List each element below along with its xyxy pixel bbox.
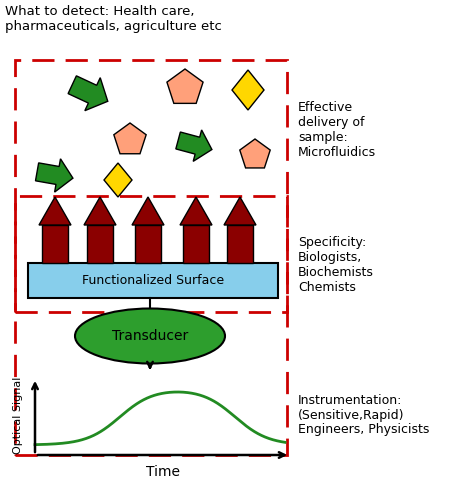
Bar [87,225,113,263]
Text: What to detect: Health care,
pharmaceuticals, agriculture etc: What to detect: Health care, pharmaceuti… [5,5,222,33]
Text: Effective
delivery of
sample:
Microfluidics: Effective delivery of sample: Microfluid… [298,101,376,159]
Ellipse shape [75,308,225,364]
Polygon shape [39,197,71,225]
Text: Optical Signal: Optical Signal [13,376,23,454]
Bar [28,263,278,298]
Polygon shape [132,197,164,225]
Polygon shape [68,76,108,111]
Bar [183,225,209,263]
Bar [15,60,287,455]
Text: Transducer: Transducer [112,329,188,343]
Bar [135,225,161,263]
Polygon shape [232,70,264,110]
Bar [227,225,253,263]
Text: Instrumentation:
(Sensitive,Rapid)
Engineers, Physicists: Instrumentation: (Sensitive,Rapid) Engin… [298,394,429,436]
Polygon shape [224,197,256,225]
Bar [15,196,287,312]
Polygon shape [167,69,203,103]
Text: Time: Time [146,465,180,479]
Polygon shape [114,123,146,154]
Text: Functionalized Surface: Functionalized Surface [82,274,224,286]
Text: Specificity:
Biologists,
Biochemists
Chemists: Specificity: Biologists, Biochemists Che… [298,236,374,294]
Polygon shape [84,197,116,225]
Polygon shape [240,139,270,168]
Polygon shape [36,159,73,192]
Polygon shape [180,197,212,225]
Polygon shape [176,130,212,161]
Bar [42,225,68,263]
Polygon shape [104,163,132,197]
